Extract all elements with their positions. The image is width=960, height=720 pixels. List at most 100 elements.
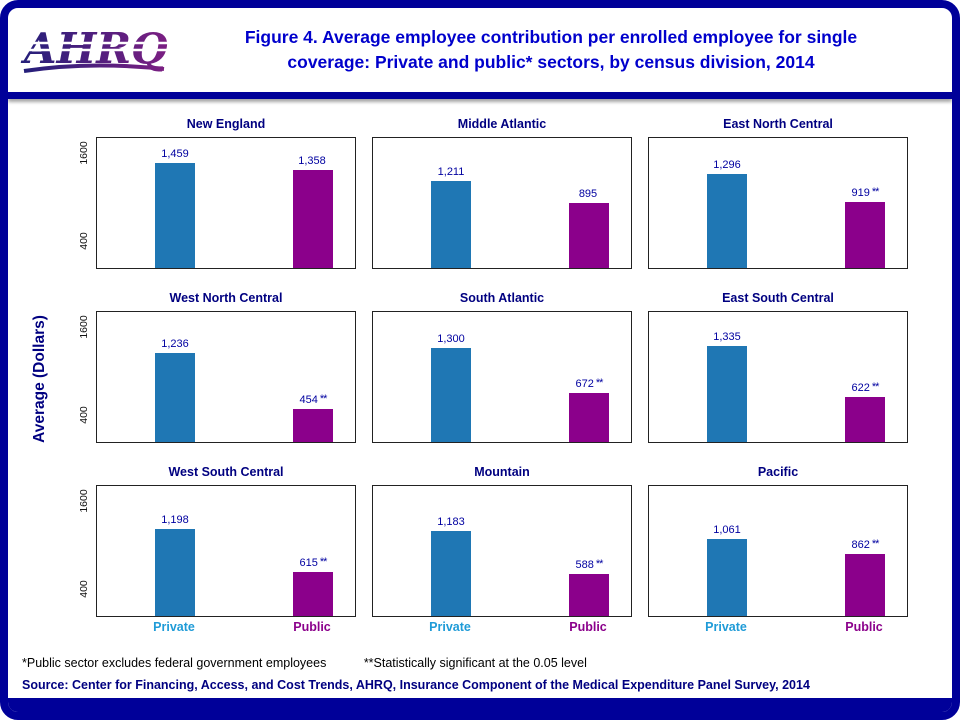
public-value: 622 **: [822, 381, 908, 394]
xlabel-public: Public: [293, 620, 331, 634]
public-bar: 1,358: [293, 155, 333, 268]
public-value: 672 **: [546, 377, 632, 390]
header-divider: [8, 92, 952, 99]
private-value: 1,211: [408, 166, 494, 178]
figure-title-line1: Figure 4. Average employee contribution …: [244, 26, 858, 47]
figure-title-line2: coverage: Private and public* sectors, b…: [287, 52, 815, 72]
public-bar: 672 **: [569, 377, 609, 442]
private-value: 1,459: [132, 148, 218, 160]
x-axis-labels: Private Public: [372, 620, 632, 640]
value-text: 1,198: [161, 514, 189, 527]
public-value: 919 **: [822, 186, 908, 199]
footnote-significance: **Statistically significant at the 0.05 …: [363, 656, 587, 670]
chart-title: East North Central: [723, 117, 833, 131]
significance-marker: **: [595, 557, 604, 570]
xlabel-private: Private: [153, 620, 195, 634]
ytick-1600: 1600: [78, 141, 90, 165]
value-text: 895: [578, 188, 598, 201]
ytick-1600: 1600: [78, 315, 90, 339]
plot-area: 1600 400 1,459 1,358: [78, 137, 356, 269]
charts-grid: New England 1600 400 1,459 1,358 Middle …: [78, 117, 928, 640]
public-value: 454 **: [270, 393, 356, 406]
ahrq-logo-image: AHRQ: [20, 24, 168, 73]
chart-title: East South Central: [722, 291, 834, 305]
xlabel-private: Private: [705, 620, 747, 634]
value-text: 1,459: [161, 147, 189, 160]
public-bar: 622 **: [845, 381, 885, 442]
footer-band: [8, 698, 952, 712]
chart-panel-pacific: Pacific 1,061 862 ** Private Public: [648, 465, 908, 640]
chart-panel-west-north-central: West North Central 1600 400 1,236 454 **: [78, 291, 356, 443]
value-text: 1,236: [161, 337, 189, 350]
private-value: 1,300: [408, 333, 494, 345]
chart-panel-east-north-central: East North Central 1,296 919 **: [648, 117, 908, 269]
chart-panel-new-england: New England 1600 400 1,459 1,358: [78, 117, 356, 269]
public-value: 862 **: [822, 538, 908, 551]
public-bar: 615 **: [293, 556, 333, 616]
chart-title: Middle Atlantic: [457, 117, 547, 131]
value-text: 588: [575, 558, 594, 571]
private-bar: 1,061: [707, 524, 747, 616]
value-text: 919: [851, 186, 870, 199]
value-text: 672: [575, 378, 594, 391]
value-text: 615: [299, 556, 318, 569]
plot-area: 1,335 622 **: [648, 311, 908, 443]
private-value: 1,183: [408, 516, 494, 528]
footnote-public-sector: *Public sector excludes federal governme…: [22, 656, 327, 670]
chart-title: Mountain: [474, 465, 530, 479]
chart-title: West South Central: [168, 465, 284, 479]
x-axis-labels: Private Public: [96, 620, 356, 640]
chart-panel-middle-atlantic: Middle Atlantic 1,211 895: [372, 117, 632, 269]
plot-area: 1600 400 1,236 454 **: [78, 311, 356, 443]
value-text: 1,300: [437, 333, 465, 346]
private-value: 1,296: [684, 159, 770, 171]
private-bar: 1,300: [431, 333, 471, 442]
plot-area: 1,211 895: [372, 137, 632, 269]
ahrq-logo: AHRQ: [8, 17, 180, 84]
header: AHRQ Figure 4. Average employee contribu…: [8, 8, 952, 92]
public-value: 1,358: [270, 154, 356, 167]
chart-panel-south-atlantic: South Atlantic 1,300 672 **: [372, 291, 632, 443]
private-bar: 1,198: [155, 514, 195, 616]
ytick-400: 400: [78, 580, 90, 598]
public-value: 588 **: [546, 558, 632, 571]
public-bar: 588 **: [569, 558, 609, 616]
private-bar: 1,459: [155, 148, 195, 268]
value-text: 1,296: [713, 159, 741, 172]
plot-area: 1,300 672 **: [372, 311, 632, 443]
public-bar: 895: [569, 188, 609, 268]
public-bar: 454 **: [293, 393, 333, 442]
plot-area: 1,061 862 **: [648, 485, 908, 617]
value-text: 862: [851, 538, 870, 551]
chart-title: West North Central: [169, 291, 283, 305]
y-axis-label: Average (Dollars): [31, 315, 48, 443]
private-bar: 1,211: [431, 166, 471, 268]
private-bar: 1,335: [707, 331, 747, 442]
ytick-400: 400: [78, 406, 90, 424]
significance-marker: **: [871, 537, 880, 550]
source-line: Source: Center for Financing, Access, an…: [22, 678, 810, 692]
private-bar: 1,236: [155, 338, 195, 442]
xlabel-private: Private: [429, 620, 471, 634]
value-text: 1,183: [437, 515, 465, 528]
ytick-400: 400: [78, 232, 90, 250]
significance-marker: **: [595, 377, 604, 390]
figure-title: Figure 4. Average employee contribution …: [180, 25, 952, 76]
public-value: 615 **: [270, 556, 356, 569]
significance-marker: **: [871, 185, 880, 198]
private-value: 1,198: [132, 514, 218, 526]
chart-panel-mountain: Mountain 1,183 588 ** Private Public: [372, 465, 632, 640]
chart-title: Pacific: [757, 465, 799, 479]
private-bar: 1,183: [431, 516, 471, 616]
charts-area: Average (Dollars) New England 1600 400 1…: [31, 117, 928, 640]
value-text: 1,211: [437, 165, 465, 178]
private-value: 1,236: [132, 338, 218, 350]
private-bar: 1,296: [707, 159, 747, 268]
significance-marker: **: [319, 393, 328, 406]
significance-marker: **: [871, 381, 880, 394]
public-value: 895: [546, 187, 632, 200]
value-text: 1,335: [713, 330, 741, 343]
public-bar: 919 **: [845, 186, 885, 268]
private-value: 1,335: [684, 331, 770, 343]
